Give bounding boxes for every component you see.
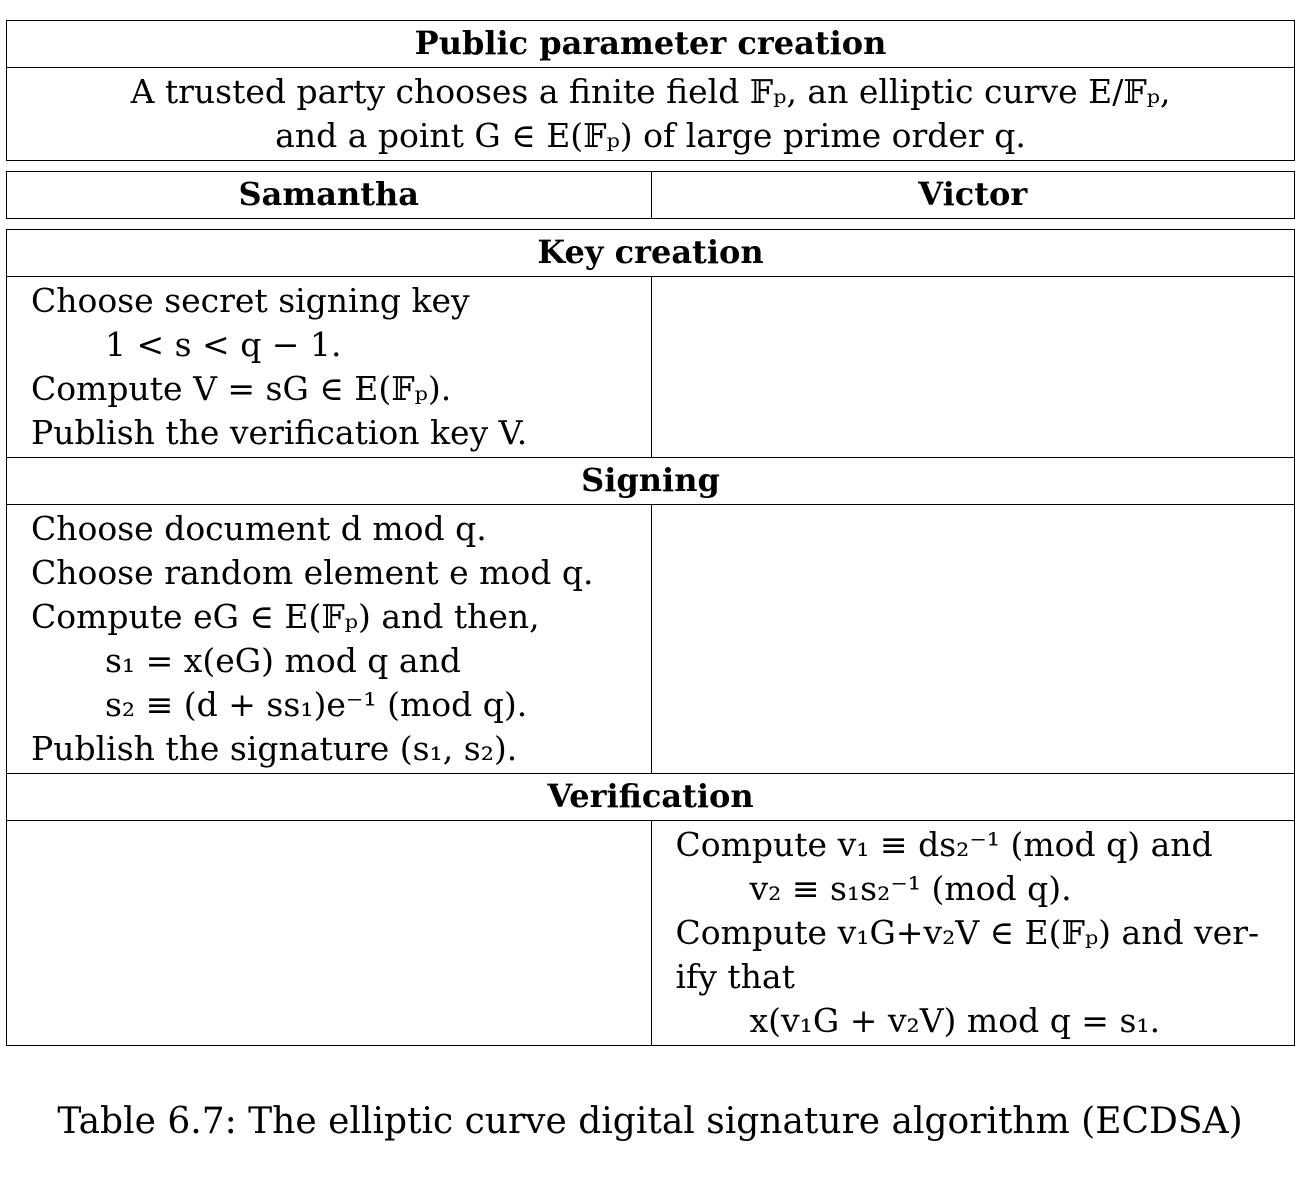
verification-victor: Compute v₁ ≡ ds₂⁻¹ (mod q) and v₂ ≡ s₁s₂… — [650, 821, 1295, 1045]
signing-samantha: Choose document d mod q. Choose random e… — [7, 505, 651, 773]
sign-line-3: Compute eG ∈ E(𝔽ₚ) and then, — [31, 597, 540, 636]
sign-line-1: Choose document d mod q. — [31, 509, 487, 548]
table-caption: Table 6.7: The elliptic curve digital si… — [57, 1101, 1243, 1142]
protocol-box: Key creation Choose secret signing key 1… — [6, 229, 1295, 1046]
key-creation-victor — [650, 277, 1295, 457]
sign-line-6: Publish the signature (s₁, s₂). — [31, 729, 518, 768]
key-creation-samantha: Choose secret signing key 1 < s < q − 1.… — [7, 277, 651, 457]
verify-line-4: ify that — [675, 957, 795, 996]
verify-line-1: Compute v₁ ≡ ds₂⁻¹ (mod q) and — [675, 825, 1213, 864]
parties-header-box: Samantha Victor — [6, 171, 1295, 219]
verify-line-3: Compute v₁G+v₂V ∈ E(𝔽ₚ) and ver- — [675, 913, 1260, 952]
signing-title: Signing — [581, 461, 720, 499]
public-desc-line-1: A trusted party chooses a finite field 𝔽… — [130, 72, 1171, 111]
key-line-4: Publish the verification key V. — [31, 413, 528, 452]
party-samantha: Samantha — [238, 175, 419, 213]
sign-line-2: Choose random element e mod q. — [31, 553, 594, 592]
signing-victor — [650, 505, 1295, 773]
sign-line-4: s₁ = x(eG) mod q and — [105, 641, 461, 680]
key-line-2: 1 < s < q − 1. — [105, 325, 342, 364]
ecdsa-table: Public parameter creation A trusted part… — [6, 20, 1295, 1046]
public-desc-line-2: and a point G ∈ E(𝔽ₚ) of large prime ord… — [275, 116, 1026, 155]
public-parameters-description: A trusted party chooses a finite field 𝔽… — [7, 68, 1294, 160]
verification-samantha — [7, 821, 651, 1045]
sign-line-5: s₂ ≡ (d + ss₁)e⁻¹ (mod q). — [105, 685, 528, 724]
public-parameters-box: Public parameter creation A trusted part… — [6, 20, 1295, 161]
key-line-3: Compute V = sG ∈ E(𝔽ₚ). — [31, 369, 452, 408]
key-creation-title: Key creation — [537, 233, 764, 271]
public-parameters-title: Public parameter creation — [414, 24, 887, 62]
key-line-1: Choose secret signing key — [31, 281, 470, 320]
verification-title: Verification — [547, 777, 754, 815]
verify-line-5: x(v₁G + v₂V) mod q = s₁. — [749, 1001, 1161, 1040]
verify-line-2: v₂ ≡ s₁s₂⁻¹ (mod q). — [749, 869, 1072, 908]
party-victor: Victor — [650, 172, 1295, 218]
